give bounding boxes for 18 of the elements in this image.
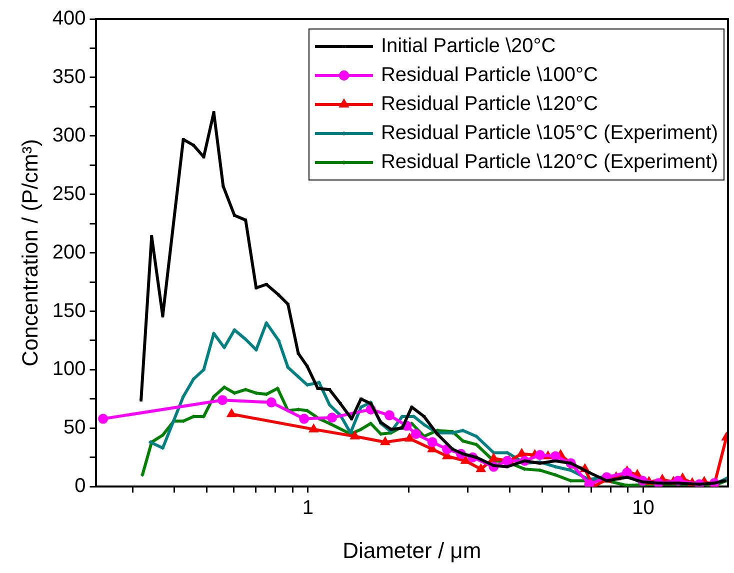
legend-label: Residual Particle \105°C (Experiment) [380,122,718,144]
y-tick-label: 150 [52,300,86,322]
y-tick-label: 50 [64,416,86,439]
y-tick-label: 0 [74,475,86,498]
x-axis-title: Diameter / μm [342,538,482,563]
legend-label: Initial Particle \20°C [380,35,556,58]
y-axis-title: Concentration / (P/cm³) [17,139,42,367]
y-tick-label: 400 [52,8,86,30]
y-tick-label: 350 [52,66,86,88]
y-tick-label: 100 [52,358,86,380]
x-tick-label: 1 [302,497,314,520]
legend-label: Residual Particle \120°C (Experiment) [380,151,718,174]
y-tick-label: 200 [52,241,86,264]
y-tick-label: 250 [52,182,86,205]
x-tick-label: 10 [632,497,654,520]
legend-label: Residual Particle \120°C [380,93,598,116]
y-tick-label: 300 [52,124,86,146]
legend-label: Residual Particle \100°C [380,64,598,86]
